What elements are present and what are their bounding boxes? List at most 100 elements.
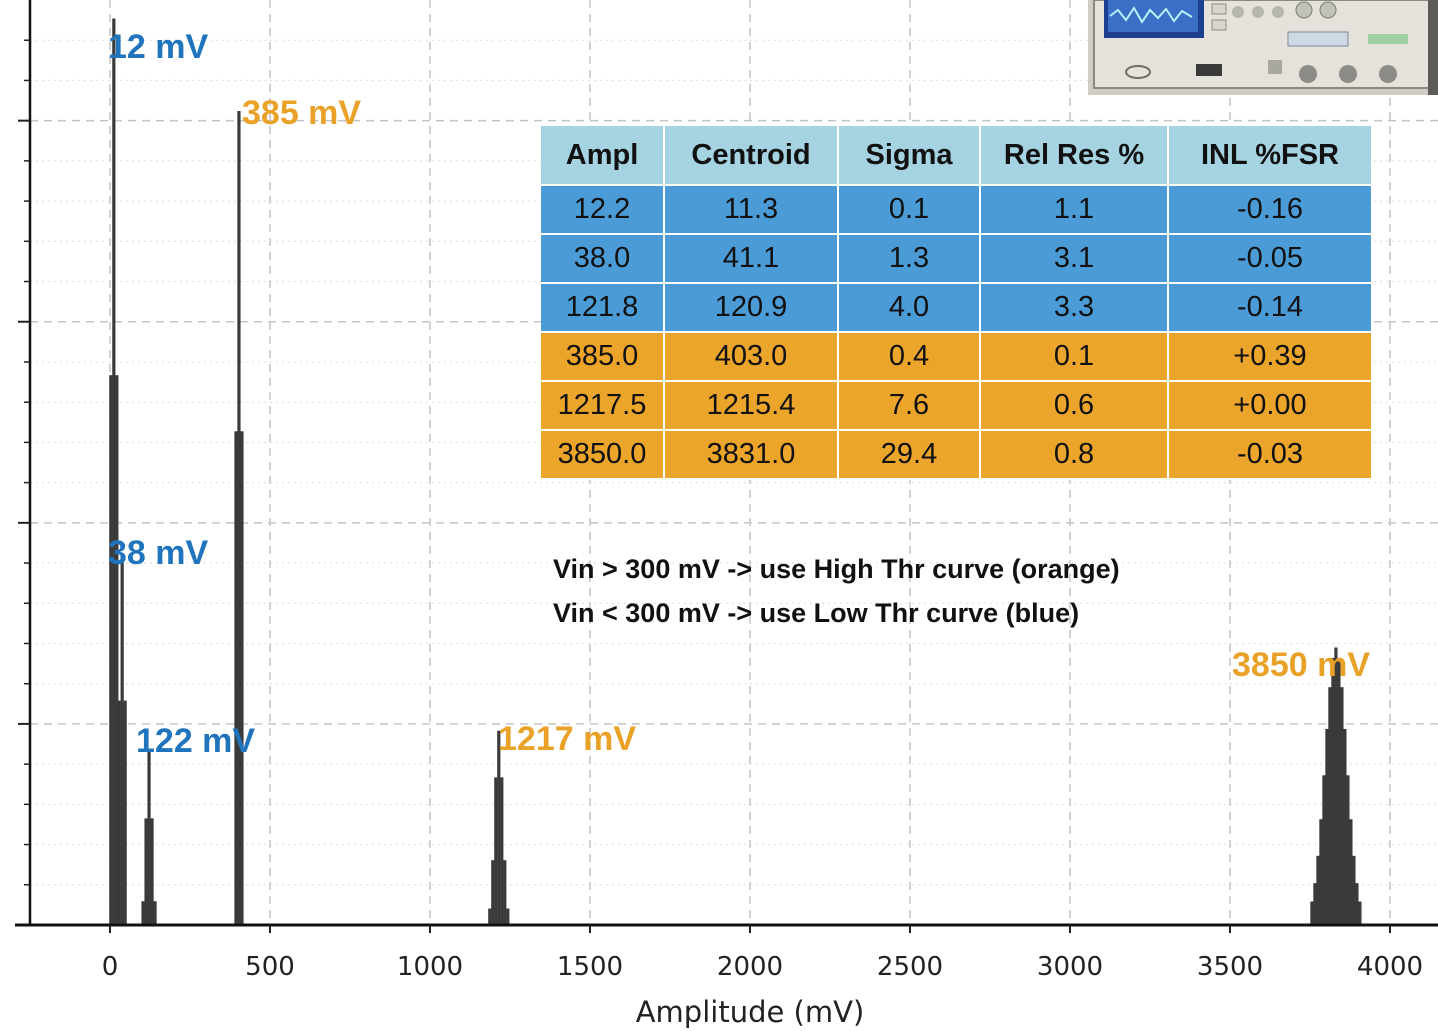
annotation-low-thr: Vin < 300 mV -> use Low Thr curve (blue) — [553, 598, 1079, 628]
table-cell: 0.1 — [980, 332, 1169, 382]
table-cell: 0.6 — [980, 381, 1169, 431]
histogram-bar — [1349, 819, 1353, 925]
table-row: 1217.5 1215.4 7.6 0.6 +0.00 — [541, 381, 1371, 431]
peak-label: 3850 mV — [1232, 646, 1370, 684]
table-cell: 0.1 — [838, 185, 981, 235]
histogram-bar — [1316, 855, 1320, 925]
histogram-bar — [1352, 855, 1356, 925]
histogram-bar — [497, 730, 501, 925]
x-tick-label: 3500 — [1197, 952, 1263, 982]
histogram-bar — [144, 818, 148, 925]
table-header-cell: Sigma — [838, 126, 981, 186]
table-header-cell: INL %FSR — [1168, 126, 1371, 186]
table-cell: 0.8 — [980, 430, 1169, 480]
histogram-bar — [123, 700, 127, 925]
table-cell: 41.1 — [664, 234, 839, 284]
axis-ticks: 0 500 1000 1500 2000 2500 3000 3500 4000 — [18, 39, 1423, 982]
results-table: Ampl Centroid Sigma Rel Res % INL %FSR 12.2 1… — [541, 126, 1371, 480]
x-tick-label: 3000 — [1037, 952, 1103, 982]
histogram-bar — [1334, 647, 1338, 925]
histogram-bar — [153, 901, 157, 925]
histogram-bar — [1358, 901, 1362, 925]
table-cell: 3.3 — [980, 283, 1169, 333]
histogram-bar — [488, 908, 492, 925]
histogram-bar — [117, 700, 121, 925]
histogram-bar — [240, 431, 244, 925]
histogram-bar — [112, 18, 116, 925]
histogram-bar — [1340, 687, 1344, 925]
peak-label: 1217 mV — [498, 720, 636, 758]
histogram-bar — [494, 777, 498, 925]
table-cell: 11.3 — [664, 185, 839, 235]
x-tick-label: 1500 — [557, 952, 623, 982]
table-cell: 7.6 — [838, 381, 981, 431]
annotation-high-thr: Vin > 300 mV -> use High Thr curve (oran… — [553, 554, 1120, 584]
histogram-bar — [109, 375, 113, 926]
x-tick-label: 0 — [102, 952, 119, 982]
table-cell: 121.8 — [541, 283, 665, 333]
histogram-bar — [120, 555, 124, 925]
histogram-bar — [1346, 775, 1350, 925]
table-cell: -0.05 — [1168, 234, 1371, 284]
table-cell: 3831.0 — [664, 430, 839, 480]
x-tick-label: 2000 — [717, 952, 783, 982]
histogram-bar — [506, 908, 510, 925]
table-row: 121.8 120.9 4.0 3.3 -0.14 — [541, 283, 1371, 333]
table-header-cell: Ampl — [541, 126, 665, 186]
x-tick-label: 500 — [245, 952, 295, 982]
histogram-bar — [1325, 728, 1329, 925]
table-body: 12.2 11.3 0.1 1.1 -0.16 38.0 41.1 1.3 3.1 -0.05 12… — [541, 185, 1371, 480]
table-cell: 38.0 — [541, 234, 665, 284]
histogram-bar — [1343, 728, 1347, 925]
histogram-bar — [115, 375, 119, 926]
table-header-cell: Centroid — [664, 126, 839, 186]
histogram-bar — [141, 901, 145, 925]
table-cell: -0.16 — [1168, 185, 1371, 235]
x-axis-label: Amplitude (mV) — [636, 995, 865, 1029]
histogram-bar — [1331, 658, 1335, 925]
table-cell: 3.1 — [980, 234, 1169, 284]
table-cell: 1.1 — [980, 185, 1169, 235]
table-header-cell: Rel Res % — [980, 126, 1169, 186]
table-header-row: Ampl Centroid Sigma Rel Res % INL %FSR — [541, 126, 1371, 186]
histogram-bar — [503, 860, 507, 925]
histogram-bar — [147, 749, 151, 925]
peak-label: 38 mV — [108, 534, 208, 572]
table-cell: 1.3 — [838, 234, 981, 284]
histogram-bar — [1319, 819, 1323, 925]
table-cell: 385.0 — [541, 332, 665, 382]
table-row: 385.0 403.0 0.4 0.1 +0.39 — [541, 332, 1371, 382]
table-row: 12.2 11.3 0.1 1.1 -0.16 — [541, 185, 1371, 235]
table-cell: 1217.5 — [541, 381, 665, 431]
histogram-bar — [491, 860, 495, 925]
x-tick-label: 4000 — [1357, 952, 1423, 982]
table-cell: 3850.0 — [541, 430, 665, 480]
histogram-bar — [1310, 901, 1314, 925]
histogram-bar — [500, 777, 504, 925]
histogram-bar — [234, 431, 238, 925]
histogram-bar — [1322, 775, 1326, 925]
peak-label: 122 mV — [136, 722, 255, 760]
table-cell: 12.2 — [541, 185, 665, 235]
histogram-bar — [1337, 658, 1341, 925]
table-cell: -0.03 — [1168, 430, 1371, 480]
table-cell: +0.00 — [1168, 381, 1371, 431]
x-tick-label: 2500 — [877, 952, 943, 982]
histogram-bar — [1328, 687, 1332, 925]
peak-label: 385 mV — [242, 94, 361, 132]
axes — [15, 0, 1438, 927]
table-cell: 0.4 — [838, 332, 981, 382]
histogram-bar — [1355, 883, 1359, 925]
x-tick-label: 1000 — [397, 952, 463, 982]
table-cell: -0.14 — [1168, 283, 1371, 333]
table-cell: 1215.4 — [664, 381, 839, 431]
histogram-bar — [150, 818, 154, 925]
table-cell: 29.4 — [838, 430, 981, 480]
table-row: 38.0 41.1 1.3 3.1 -0.05 — [541, 234, 1371, 284]
histogram-bar — [1313, 883, 1317, 925]
histogram-bars — [109, 18, 1362, 926]
table-cell: 4.0 — [838, 283, 981, 333]
oscilloscope-photo — [1088, 0, 1438, 95]
table-cell: 120.9 — [664, 283, 839, 333]
peak-labels: 12 mV 38 mV 122 mV 385 mV 1217 mV 3850 mV — [108, 28, 1370, 760]
